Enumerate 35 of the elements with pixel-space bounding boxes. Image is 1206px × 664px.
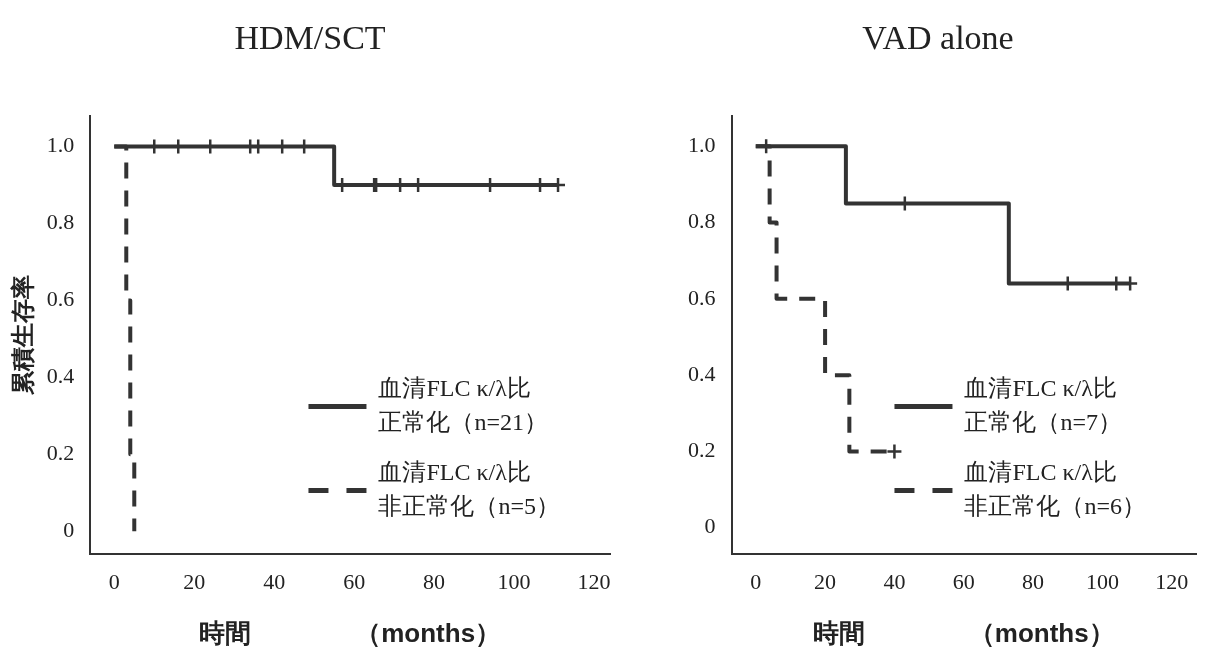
x-tick-label: 100 (1085, 569, 1119, 595)
x-tick-label: 120 (1155, 569, 1189, 595)
x-tick-label: 80 (1022, 569, 1045, 595)
y-tick-label: 0 (704, 513, 716, 539)
legend-label: 血清FLC κ/λ比非正常化（n=6） (964, 458, 1147, 519)
y-tick-label: 0.6 (688, 284, 716, 310)
legend-label: 血清FLC κ/λ比正常化（n=7） (964, 374, 1123, 435)
x-tick-label: 20 (183, 569, 206, 595)
y-tick-label: 0.4 (688, 360, 716, 386)
x-tick-label: 80 (423, 569, 446, 595)
x-tick-label: 0 (108, 569, 120, 595)
y-tick-label: 1.0 (46, 132, 75, 158)
x-tick-label: 120 (577, 569, 611, 595)
y-tick-label: 0.4 (46, 363, 75, 389)
x-axis-title: 時間 （months） (199, 617, 502, 648)
y-axis-title: 累積生存率 (9, 275, 37, 397)
x-tick-label: 20 (814, 569, 837, 595)
legend-label: 血清FLC κ/λ比非正常化（n=5） (378, 458, 561, 519)
y-tick-label: 0.8 (688, 208, 716, 234)
x-axis-title: 時間 （months） (812, 617, 1115, 648)
y-tick-label: 0.2 (46, 440, 75, 466)
x-tick-label: 0 (750, 569, 762, 595)
x-tick-label: 100 (497, 569, 531, 595)
x-tick-label: 60 (343, 569, 366, 595)
x-tick-label: 60 (952, 569, 975, 595)
x-tick-label: 40 (263, 569, 286, 595)
y-tick-label: 1.0 (688, 132, 716, 158)
legend-label: 血清FLC κ/λ比正常化（n=21） (378, 374, 549, 435)
y-tick-label: 0.8 (46, 209, 75, 235)
chart-title: VAD alone (862, 19, 1014, 57)
y-tick-label: 0.2 (688, 437, 716, 463)
y-tick-label: 0.6 (46, 286, 75, 312)
y-tick-label: 0 (63, 517, 75, 543)
chart-title: HDM/SCT (234, 19, 386, 57)
x-tick-label: 40 (883, 569, 906, 595)
